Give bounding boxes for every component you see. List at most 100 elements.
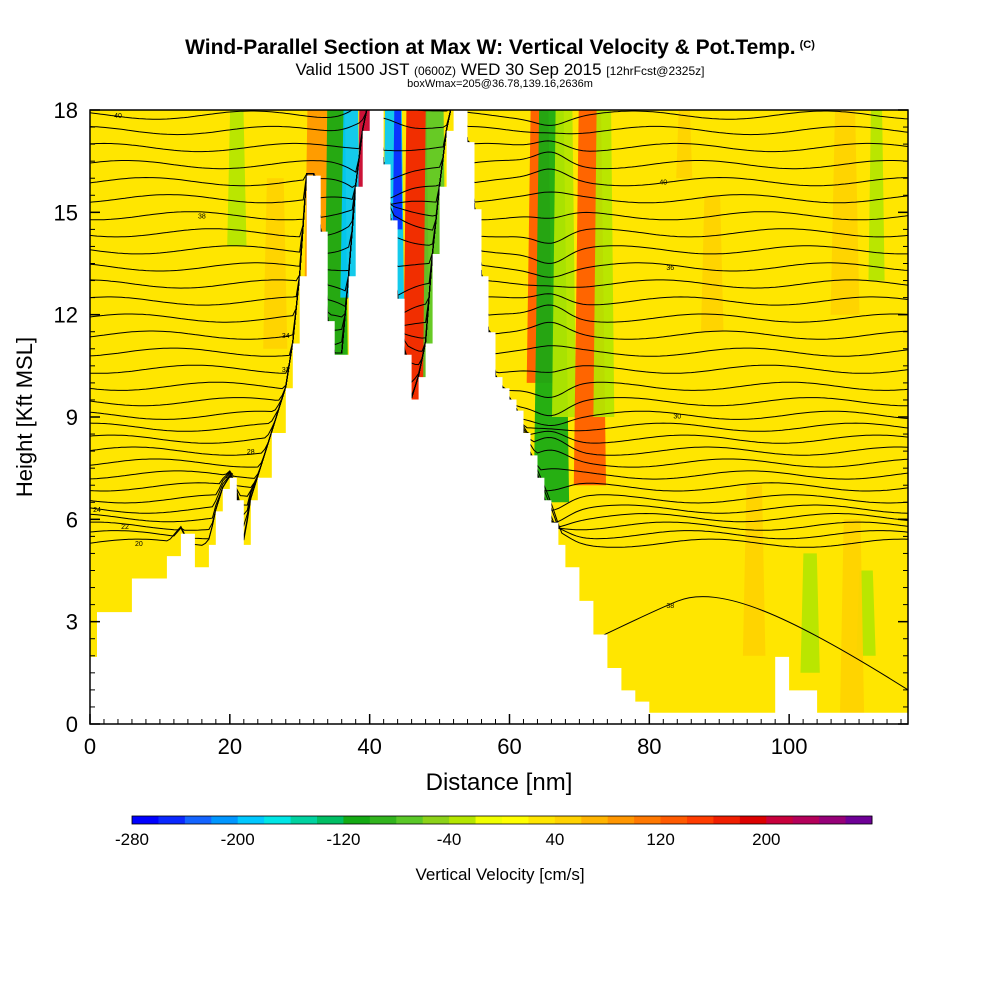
theta-contour-line (90, 110, 908, 264)
colorbar-frame (131, 815, 873, 825)
colorbar-swatch (317, 816, 344, 824)
colorbar-swatch (449, 816, 477, 824)
y-tick-label: 3 (66, 610, 78, 635)
theta-contour-label: 20 (135, 541, 143, 548)
theta-contour-line (90, 110, 908, 199)
y-tick-label: 12 (54, 303, 78, 328)
colorbar-swatch (634, 816, 662, 824)
velocity-band (701, 195, 724, 332)
colorbar-swatch (502, 816, 529, 824)
y-tick-label: 15 (54, 200, 78, 225)
colorbar-swatch (264, 816, 292, 824)
theta-contour-label: 40 (659, 180, 667, 187)
velocity-band (392, 110, 403, 230)
y-tick-label: 0 (66, 712, 78, 737)
theta-contour-line (90, 110, 908, 297)
theta-contour-label: 36 (666, 265, 674, 272)
colorbar-swatch (211, 816, 239, 824)
colorbar-tick-label: -280 (115, 830, 149, 849)
colorbar-swatch (396, 816, 424, 824)
plot-area: 20 22 24 26 28 30 32 34 36 38 40 40 38 (90, 110, 908, 724)
theta-contour-line (90, 110, 908, 153)
colorbar-tick-label: -40 (437, 830, 462, 849)
colorbar-swatch (766, 816, 794, 824)
colorbar-swatch (792, 816, 820, 824)
colorbar-swatch (607, 816, 635, 824)
colorbar-swatch (660, 816, 688, 824)
theta-contour-line (90, 110, 908, 316)
theta-contour-line (90, 110, 908, 182)
box-wmax-line: boxWmax=205@36.78,139.16,2636m (407, 78, 593, 90)
x-tick-label: 40 (357, 734, 381, 759)
colorbar-swatch (237, 816, 265, 824)
forecast-info: [12hrFcst@2325z] (606, 64, 705, 78)
theta-contour-label: 26 (226, 473, 234, 480)
colorbar-swatch (554, 816, 582, 824)
colorbar-swatch (158, 816, 186, 824)
colorbar-swatch (581, 816, 609, 824)
colorbar-swatch (343, 816, 371, 824)
colorbar-swatch (290, 816, 318, 824)
velocity-band (742, 485, 766, 656)
colorbar-swatch (687, 816, 714, 824)
colorbar-swatch (369, 816, 397, 824)
velocity-band (227, 110, 247, 247)
theta-contour-line (90, 110, 908, 374)
colorbar-swatch (845, 816, 873, 824)
colorbar-tick-label: -200 (221, 830, 255, 849)
theta-contour-label: 34 (282, 333, 290, 340)
theta-contour-label: 32 (282, 367, 290, 374)
colorbar: -280 -200 -120 -40 40 120 200 (115, 815, 873, 849)
velocity-band (593, 110, 615, 417)
theta-contour-line (90, 110, 908, 357)
theta-contour-line (90, 110, 908, 205)
theta-contour-label: 24 (93, 507, 101, 514)
colorbar-swatch (422, 816, 450, 824)
valid-utc: (0600Z) (413, 64, 456, 78)
colorbar-swatch (475, 816, 503, 824)
theta-contour-label: 38 (198, 214, 206, 221)
theta-contour-line (90, 110, 908, 340)
colorbar-swatch (713, 816, 741, 824)
colorbar-swatch (819, 816, 847, 824)
valid-time-line: Valid 1500 JST (0600Z) WED 30 Sep 2015 [… (0, 60, 1000, 80)
chart-title-text: Wind-Parallel Section at Max W: Vertical… (185, 36, 796, 59)
y-tick-label: 9 (66, 405, 78, 430)
theta-contour-label: 28 (247, 449, 255, 456)
x-axis-label: Distance [nm] (426, 769, 573, 796)
theta-contour-line (90, 110, 908, 126)
y-tick-label: 18 (54, 98, 78, 123)
terrain-mask (90, 110, 908, 724)
velocity-band (868, 110, 885, 281)
valid-date: WED 30 Sep 2015 (460, 60, 602, 79)
theta-contour-line (90, 110, 908, 278)
x-tick-label: 60 (497, 734, 521, 759)
colorbar-tick-label: -120 (326, 830, 360, 849)
velocity-band (830, 110, 860, 315)
chart-title: Wind-Parallel Section at Max W: Vertical… (0, 36, 1000, 60)
colorbar-label: Vertical Velocity [cm/s] (415, 865, 584, 884)
theta-contour-label: 30 (673, 413, 681, 420)
x-tick-label: 100 (771, 734, 808, 759)
colorbar-swatch (739, 816, 767, 824)
colorbar-swatch (132, 816, 159, 824)
valid-prefix: Valid 1500 JST (295, 60, 410, 79)
colorbar-swatch (184, 816, 212, 824)
colorbar-tick-label: 200 (752, 830, 780, 849)
x-tick-label: 80 (637, 734, 661, 759)
y-tick-label: 6 (66, 507, 78, 532)
velocity-band (800, 553, 820, 673)
theta-contour-line (90, 110, 908, 136)
copyright-mark: (C) (799, 39, 815, 51)
y-axis-label: Height [Kft MSL] (12, 337, 37, 497)
velocity-band (552, 110, 577, 417)
x-tick-label: 20 (218, 734, 242, 759)
theta-contour-label: 38 (666, 603, 674, 610)
velocity-band (840, 519, 865, 714)
x-tick-label: 0 (84, 734, 96, 759)
x-axis: 0 20 40 60 80 100 (84, 714, 902, 759)
theta-contour-label: 22 (121, 524, 129, 531)
colorbar-tick-label: 40 (545, 830, 564, 849)
